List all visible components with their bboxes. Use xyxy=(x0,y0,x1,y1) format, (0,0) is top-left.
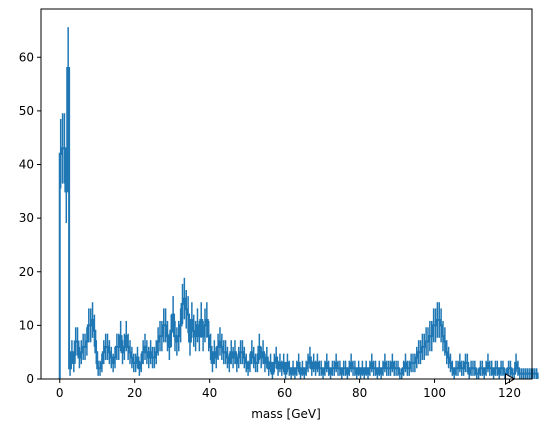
y-tick-label: 20 xyxy=(19,265,34,279)
x-tick-label: 100 xyxy=(423,386,446,400)
x-tick-label: 0 xyxy=(56,386,64,400)
y-tick-label: 40 xyxy=(19,158,34,172)
plot-area xyxy=(58,27,539,385)
x-tick-label: 20 xyxy=(127,386,142,400)
x-tick-label: 80 xyxy=(352,386,367,400)
y-tick-label: 10 xyxy=(19,318,34,332)
x-axis-label: mass [GeV] xyxy=(251,407,321,421)
x-tick-label: 40 xyxy=(202,386,217,400)
y-tick-label: 0 xyxy=(26,372,34,386)
x-axis: 0 20 40 60 80 100 120 xyxy=(56,379,521,400)
y-tick-label: 30 xyxy=(19,211,34,225)
histogram-step-line xyxy=(58,66,539,379)
x-tick-label: 60 xyxy=(277,386,292,400)
axes-frame xyxy=(40,8,533,380)
y-tick-label: 60 xyxy=(19,50,34,64)
y-axis: 0 10 20 30 40 50 60 xyxy=(19,50,41,386)
x-tick-label: 120 xyxy=(498,386,521,400)
y-tick-label: 50 xyxy=(19,104,34,118)
